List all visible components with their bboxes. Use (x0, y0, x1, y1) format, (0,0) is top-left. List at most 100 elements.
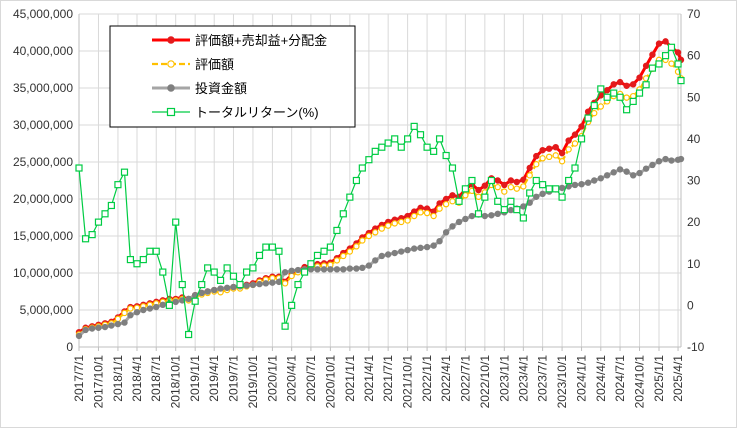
data-point (533, 193, 540, 200)
data-point (423, 243, 431, 251)
data-point (629, 97, 637, 106)
data-point (262, 243, 270, 251)
data-point (475, 193, 482, 200)
data-point (372, 257, 379, 264)
legend-swatch-marker (166, 107, 176, 117)
data-point (159, 268, 167, 276)
data-point (449, 198, 456, 205)
data-point (275, 247, 283, 255)
legend-label: 評価額+売却益+分配金 (195, 33, 327, 48)
data-point (668, 157, 675, 164)
data-point (210, 268, 218, 276)
data-point (461, 185, 469, 193)
data-point (584, 179, 592, 186)
data-point (185, 330, 193, 339)
data-point (558, 193, 566, 201)
data-point (616, 78, 624, 86)
data-point (346, 265, 354, 272)
x-tick-label: 2019/4/1 (207, 355, 221, 402)
data-point (114, 315, 122, 323)
data-point (359, 264, 366, 272)
data-point (662, 38, 669, 45)
data-point (121, 309, 128, 317)
data-point (340, 252, 347, 260)
data-point (430, 147, 438, 155)
data-point (365, 232, 373, 240)
data-point (346, 193, 354, 201)
y-left-tick-label: 20,000,000 (13, 192, 73, 206)
data-point (552, 152, 559, 159)
legend-entry: トータルリターン(%) (152, 105, 319, 120)
x-tick-label: 2018/1/1 (111, 355, 125, 402)
data-point (636, 169, 643, 177)
x-tick-label: 2019/7/1 (226, 355, 240, 402)
data-point (133, 309, 141, 316)
data-point (204, 288, 211, 295)
data-point (545, 185, 553, 193)
data-point (474, 210, 483, 218)
data-point (417, 244, 424, 252)
data-point (397, 143, 405, 151)
data-point (165, 301, 173, 309)
data-point (603, 87, 611, 94)
data-point (75, 164, 83, 172)
data-point (352, 176, 361, 185)
data-point (256, 280, 263, 288)
data-point (404, 135, 412, 143)
data-point (114, 320, 122, 328)
data-point (107, 201, 115, 210)
data-point (365, 262, 373, 269)
data-point (571, 140, 579, 147)
x-tick-label: 2021/10/1 (401, 355, 415, 409)
y-right-tick-label: 70 (687, 7, 701, 21)
data-point (667, 43, 676, 51)
data-point (281, 322, 289, 330)
data-point (372, 229, 379, 236)
x-tick-label: 2024/1/1 (575, 355, 589, 402)
y-left-tick-label: 15,000,000 (13, 229, 73, 243)
x-tick-label: 2023/1/1 (497, 355, 511, 402)
data-point (590, 101, 598, 110)
series-valuation (75, 56, 685, 338)
data-point (507, 197, 515, 205)
data-point (288, 301, 296, 309)
data-point (494, 197, 502, 205)
data-point (642, 81, 650, 89)
data-point (307, 260, 315, 268)
y-right-tick-label: 50 (687, 90, 701, 104)
y-left-tick-label: 5,000,000 (20, 303, 74, 317)
data-point (649, 161, 656, 169)
legend-entry: 評価額+売却益+分配金 (152, 33, 327, 48)
data-point (558, 158, 566, 165)
data-point (217, 285, 224, 292)
data-point (481, 182, 489, 189)
data-point (539, 181, 547, 189)
data-point (139, 255, 147, 264)
data-point (152, 247, 160, 255)
data-point (455, 197, 463, 205)
data-point (211, 286, 218, 294)
x-tick-label: 2017/10/1 (91, 355, 105, 409)
data-point (655, 40, 663, 47)
data-point (597, 85, 605, 93)
data-point (159, 301, 166, 309)
data-point (339, 210, 347, 218)
y-right-tick-label: -10 (687, 340, 705, 354)
data-point (294, 266, 302, 274)
data-point (378, 225, 385, 232)
data-point (565, 137, 572, 144)
data-point (262, 280, 270, 287)
data-point (126, 255, 135, 264)
data-point (520, 183, 527, 190)
x-tick-label: 2025/1/1 (652, 355, 666, 402)
data-point (340, 266, 347, 273)
data-point (526, 164, 533, 172)
data-point (610, 169, 617, 176)
series-lines (75, 38, 685, 340)
y-right-tick-label: 40 (687, 132, 701, 146)
data-point (571, 131, 579, 138)
x-tick-label: 2020/7/1 (304, 355, 318, 402)
data-point (513, 185, 520, 192)
data-point (519, 214, 527, 222)
legend-swatch-marker (167, 84, 175, 92)
